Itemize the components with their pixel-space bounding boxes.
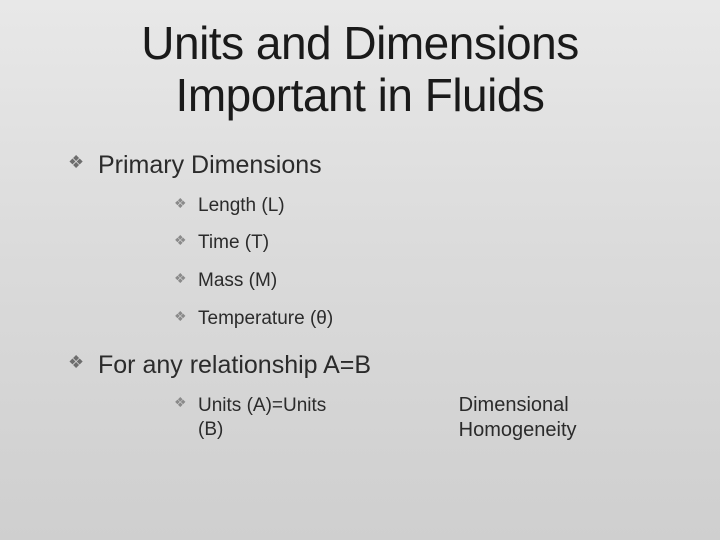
bullet-list-level1: Primary Dimensions Length (L) Time (T) M… bbox=[68, 149, 680, 443]
bullet-primary-dimensions: Primary Dimensions Length (L) Time (T) M… bbox=[68, 149, 680, 331]
sub-bullet-units-text: Units (A)=Units (B) bbox=[198, 394, 349, 442]
sub-bullet-temperature: Temperature (θ) bbox=[174, 307, 680, 331]
sub-bullet-text: Length (L) bbox=[198, 195, 285, 216]
title-line-1: Units and Dimensions bbox=[141, 17, 578, 69]
sub-bullet-text: Temperature (θ) bbox=[198, 308, 333, 329]
bullet-list-level2-relationship: Units (A)=Units (B) Dimensional Homogene… bbox=[174, 393, 680, 443]
sub-bullet-mass: Mass (M) bbox=[174, 269, 680, 293]
slide: Units and Dimensions Important in Fluids… bbox=[0, 0, 720, 540]
bullet-list-level2-primary: Length (L) Time (T) Mass (M) Temperature… bbox=[174, 194, 680, 331]
bullet-text: For any relationship A=B bbox=[98, 351, 371, 379]
bullet-text: Primary Dimensions bbox=[98, 151, 322, 179]
sub-bullet-text: Time (T) bbox=[198, 232, 269, 253]
sub-bullet-length: Length (L) bbox=[174, 194, 680, 218]
sub-bullet-units-row: Units (A)=Units (B) Dimensional Homogene… bbox=[174, 393, 680, 443]
title-line-2: Important in Fluids bbox=[176, 69, 545, 121]
sub-bullet-time: Time (T) bbox=[174, 231, 680, 255]
dimensional-homogeneity-text: Dimensional Homogeneity bbox=[459, 393, 680, 443]
slide-title: Units and Dimensions Important in Fluids bbox=[40, 18, 680, 121]
sub-bullet-text: Mass (M) bbox=[198, 270, 277, 291]
bullet-relationship: For any relationship A=B Units (A)=Units… bbox=[68, 349, 680, 444]
